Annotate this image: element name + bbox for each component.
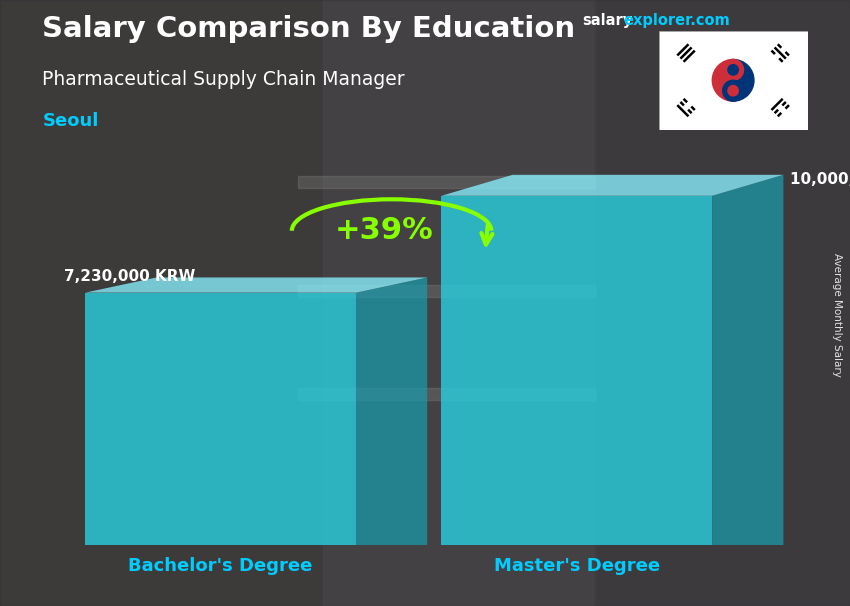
Polygon shape [356, 278, 428, 545]
Wedge shape [712, 59, 733, 101]
Circle shape [722, 59, 744, 81]
Bar [298, 176, 595, 188]
Bar [595, 0, 850, 606]
Polygon shape [441, 175, 784, 196]
Circle shape [722, 80, 744, 101]
Bar [298, 285, 595, 297]
Circle shape [728, 65, 739, 75]
Text: 10,000,000 KRW: 10,000,000 KRW [790, 172, 850, 187]
Text: Average Monthly Salary: Average Monthly Salary [832, 253, 842, 377]
Text: explorer.com: explorer.com [623, 13, 730, 28]
Polygon shape [441, 196, 712, 545]
Polygon shape [712, 175, 784, 545]
Bar [0, 0, 323, 606]
Bar [298, 388, 595, 400]
Bar [323, 0, 595, 606]
Text: Seoul: Seoul [42, 112, 99, 130]
Text: Salary Comparison By Education: Salary Comparison By Education [42, 15, 575, 43]
Polygon shape [85, 278, 428, 293]
Text: 7,230,000 KRW: 7,230,000 KRW [64, 269, 196, 284]
Polygon shape [85, 293, 356, 545]
Text: +39%: +39% [335, 216, 434, 245]
Text: Pharmaceutical Supply Chain Manager: Pharmaceutical Supply Chain Manager [42, 70, 405, 88]
Circle shape [728, 85, 739, 96]
Wedge shape [733, 59, 754, 101]
Text: salary: salary [582, 13, 632, 28]
